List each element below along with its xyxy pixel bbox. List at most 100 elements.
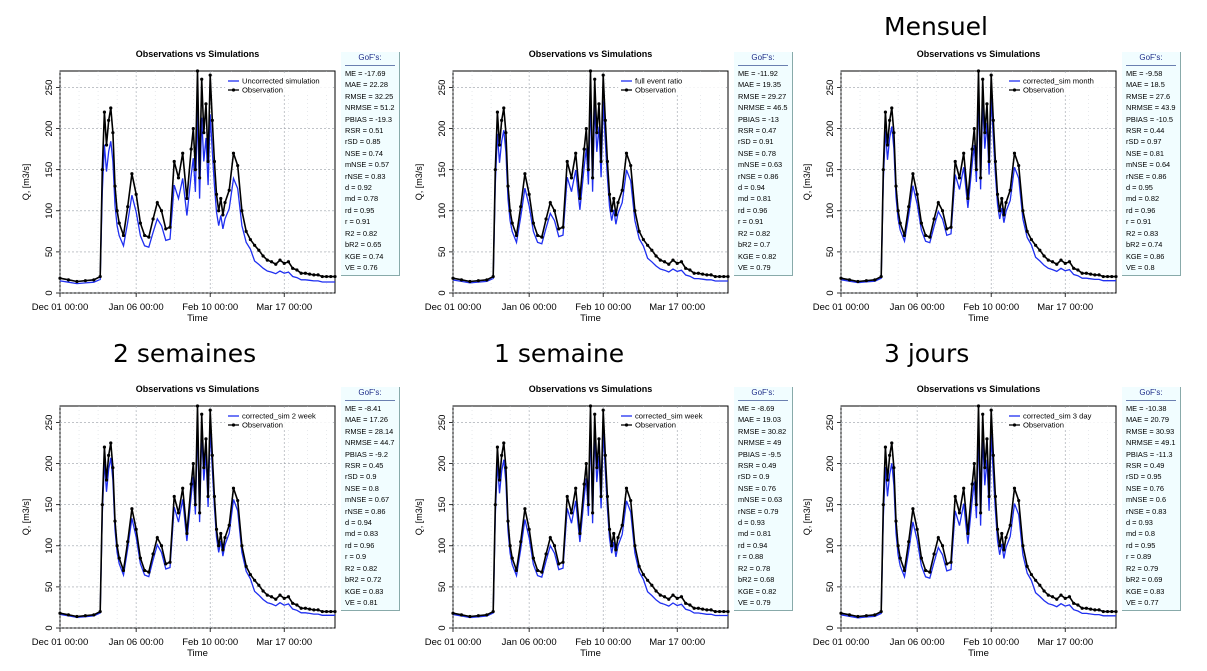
observation-point [979,511,983,515]
observation-point [979,176,983,180]
y-tick-label: 100 [825,538,836,554]
chart-panel-4: Observations vs Simulations 0 50 100 150 200 2… [15,378,400,668]
observation-point [671,593,675,597]
gof-item: MAE = 19.03 [738,415,781,425]
observation-point [561,225,565,229]
observation-point [193,503,197,507]
heading-2-semaines: 2 semaines [113,339,257,368]
observation-point [928,570,932,574]
observation-point [212,159,217,164]
observation-point [200,77,204,81]
gof-item: ME = -8.69 [738,404,775,413]
observation-point [601,408,605,412]
observation-point [223,535,227,540]
chart-title: Observations vs Simulations [136,384,260,394]
observation-point [497,478,502,482]
y-tick-label: 100 [44,538,55,554]
y-tick-label: 150 [44,497,55,513]
observation-point [641,572,645,577]
observation-line [840,405,1116,618]
observation-point [107,118,111,122]
observation-point [633,544,637,548]
observation-point [675,261,679,265]
observation-point [111,131,115,135]
gof-title: GoF's: [1126,52,1176,66]
observation-point [907,205,911,209]
observation-point [593,77,597,81]
observation-point [614,213,618,217]
gof-item: R2 = 0.82 [345,563,378,573]
observation-point [147,235,151,239]
observation-point [873,613,877,617]
observation-point [531,221,535,225]
observation-point [966,531,970,536]
observation-point [610,209,614,213]
observation-point [873,278,877,282]
observation-point [240,544,244,548]
observation-point [654,589,658,593]
gof-item: md = 0.78 [345,194,379,204]
observation-point [940,209,945,213]
observation-point [1093,608,1097,612]
gof-list: ME = -10.38 MAE = 20.79 RMSE = 30.93 NRMSE … [1126,403,1180,608]
observation-point [299,606,303,610]
observation-point [607,192,612,196]
observation-point [519,540,523,544]
observation-point [185,531,189,536]
observation-point [282,261,286,265]
observation-point [949,225,953,229]
observation-point [191,461,195,466]
observation-point [1046,593,1050,597]
observation-point [523,507,527,511]
observation-point [324,609,329,614]
y-tick-label: 250 [437,415,448,431]
observation-point [100,168,104,172]
x-tick-label: Mar 17 00:00 [649,302,705,313]
x-tick-label: Dec 01 00:00 [32,637,89,648]
observation-point [650,248,654,252]
y-axis-label: Q, [m3/s] [414,164,424,201]
observation-point [578,196,582,201]
observation-point [189,147,193,151]
gof-item: ME = -9.58 [1126,69,1163,78]
observation-point [722,274,726,279]
gof-item: md = 0.8 [1126,529,1155,539]
observation-point [616,200,620,205]
observation-point [641,237,645,242]
gof-item: NRMSE = 51.2 [345,103,395,113]
observation-point [485,278,489,282]
y-axis-label: Q, [m3/s] [21,164,31,201]
observation-point [75,279,79,284]
gof-item: rNSE = 0.86 [1126,171,1167,181]
observation-point [985,102,989,106]
observation-point [98,274,102,279]
observation-point [1110,274,1114,279]
observation-point [883,445,888,449]
observation-point [595,131,599,135]
y-axis-label: Q, [m3/s] [414,499,424,536]
observation-point [107,453,111,457]
observation-point [612,531,616,536]
observation-point [257,248,261,252]
observation-point [253,578,257,582]
observation-point [514,568,519,573]
y-tick-label: 0 [825,290,836,295]
observation-point [902,568,907,573]
y-tick-label: 50 [825,247,836,258]
observation-point [508,209,512,213]
observation-point [329,274,333,279]
observation-point [1046,258,1050,262]
observation-point [883,110,888,114]
observation-point [667,262,671,266]
y-tick-label: 200 [44,121,55,137]
observation-point [138,556,142,560]
gof-item: d = 0.94 [345,518,372,528]
gof-list: ME = -17.69 MAE = 22.28 RMSE = 32.25 NRMSE … [345,68,399,273]
observation-point [679,260,684,264]
observation-point [221,548,225,552]
observation-point [726,609,730,614]
legend-box [618,75,726,95]
observation-point [839,276,843,280]
observation-point [176,511,181,515]
observation-point [248,237,252,242]
